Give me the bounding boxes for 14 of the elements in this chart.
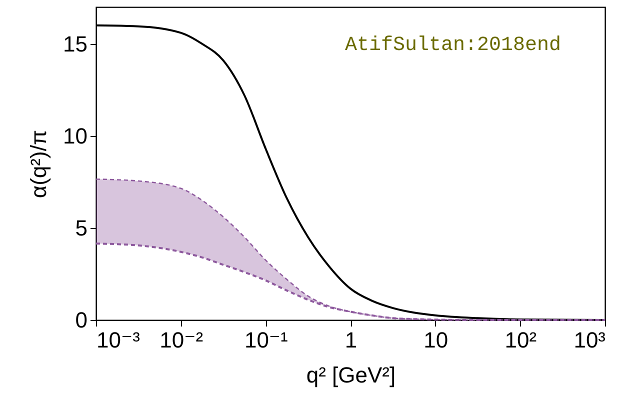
y-tick-label: 0 — [75, 308, 88, 332]
x-tick-label: 1 — [344, 328, 358, 352]
x-tick-label: 10⁻² — [160, 328, 204, 352]
x-tick-label: 10⁻¹ — [244, 328, 288, 352]
y-tick-label: 15 — [63, 31, 88, 56]
x-axis-title: q² [GeV²] — [306, 362, 396, 388]
y-tick-label: 5 — [75, 215, 88, 240]
x-tick-label: 10² — [504, 328, 537, 352]
y-tick-label: 10 — [63, 123, 88, 148]
x-tick-label: 10⁻³ — [96, 328, 140, 352]
y-axis-title: α(q²)/π — [26, 130, 52, 198]
x-tick-label: 10 — [424, 328, 448, 352]
annotation: AtifSultan:2018end — [344, 34, 561, 57]
x-tick-label: 10³ — [574, 328, 606, 352]
